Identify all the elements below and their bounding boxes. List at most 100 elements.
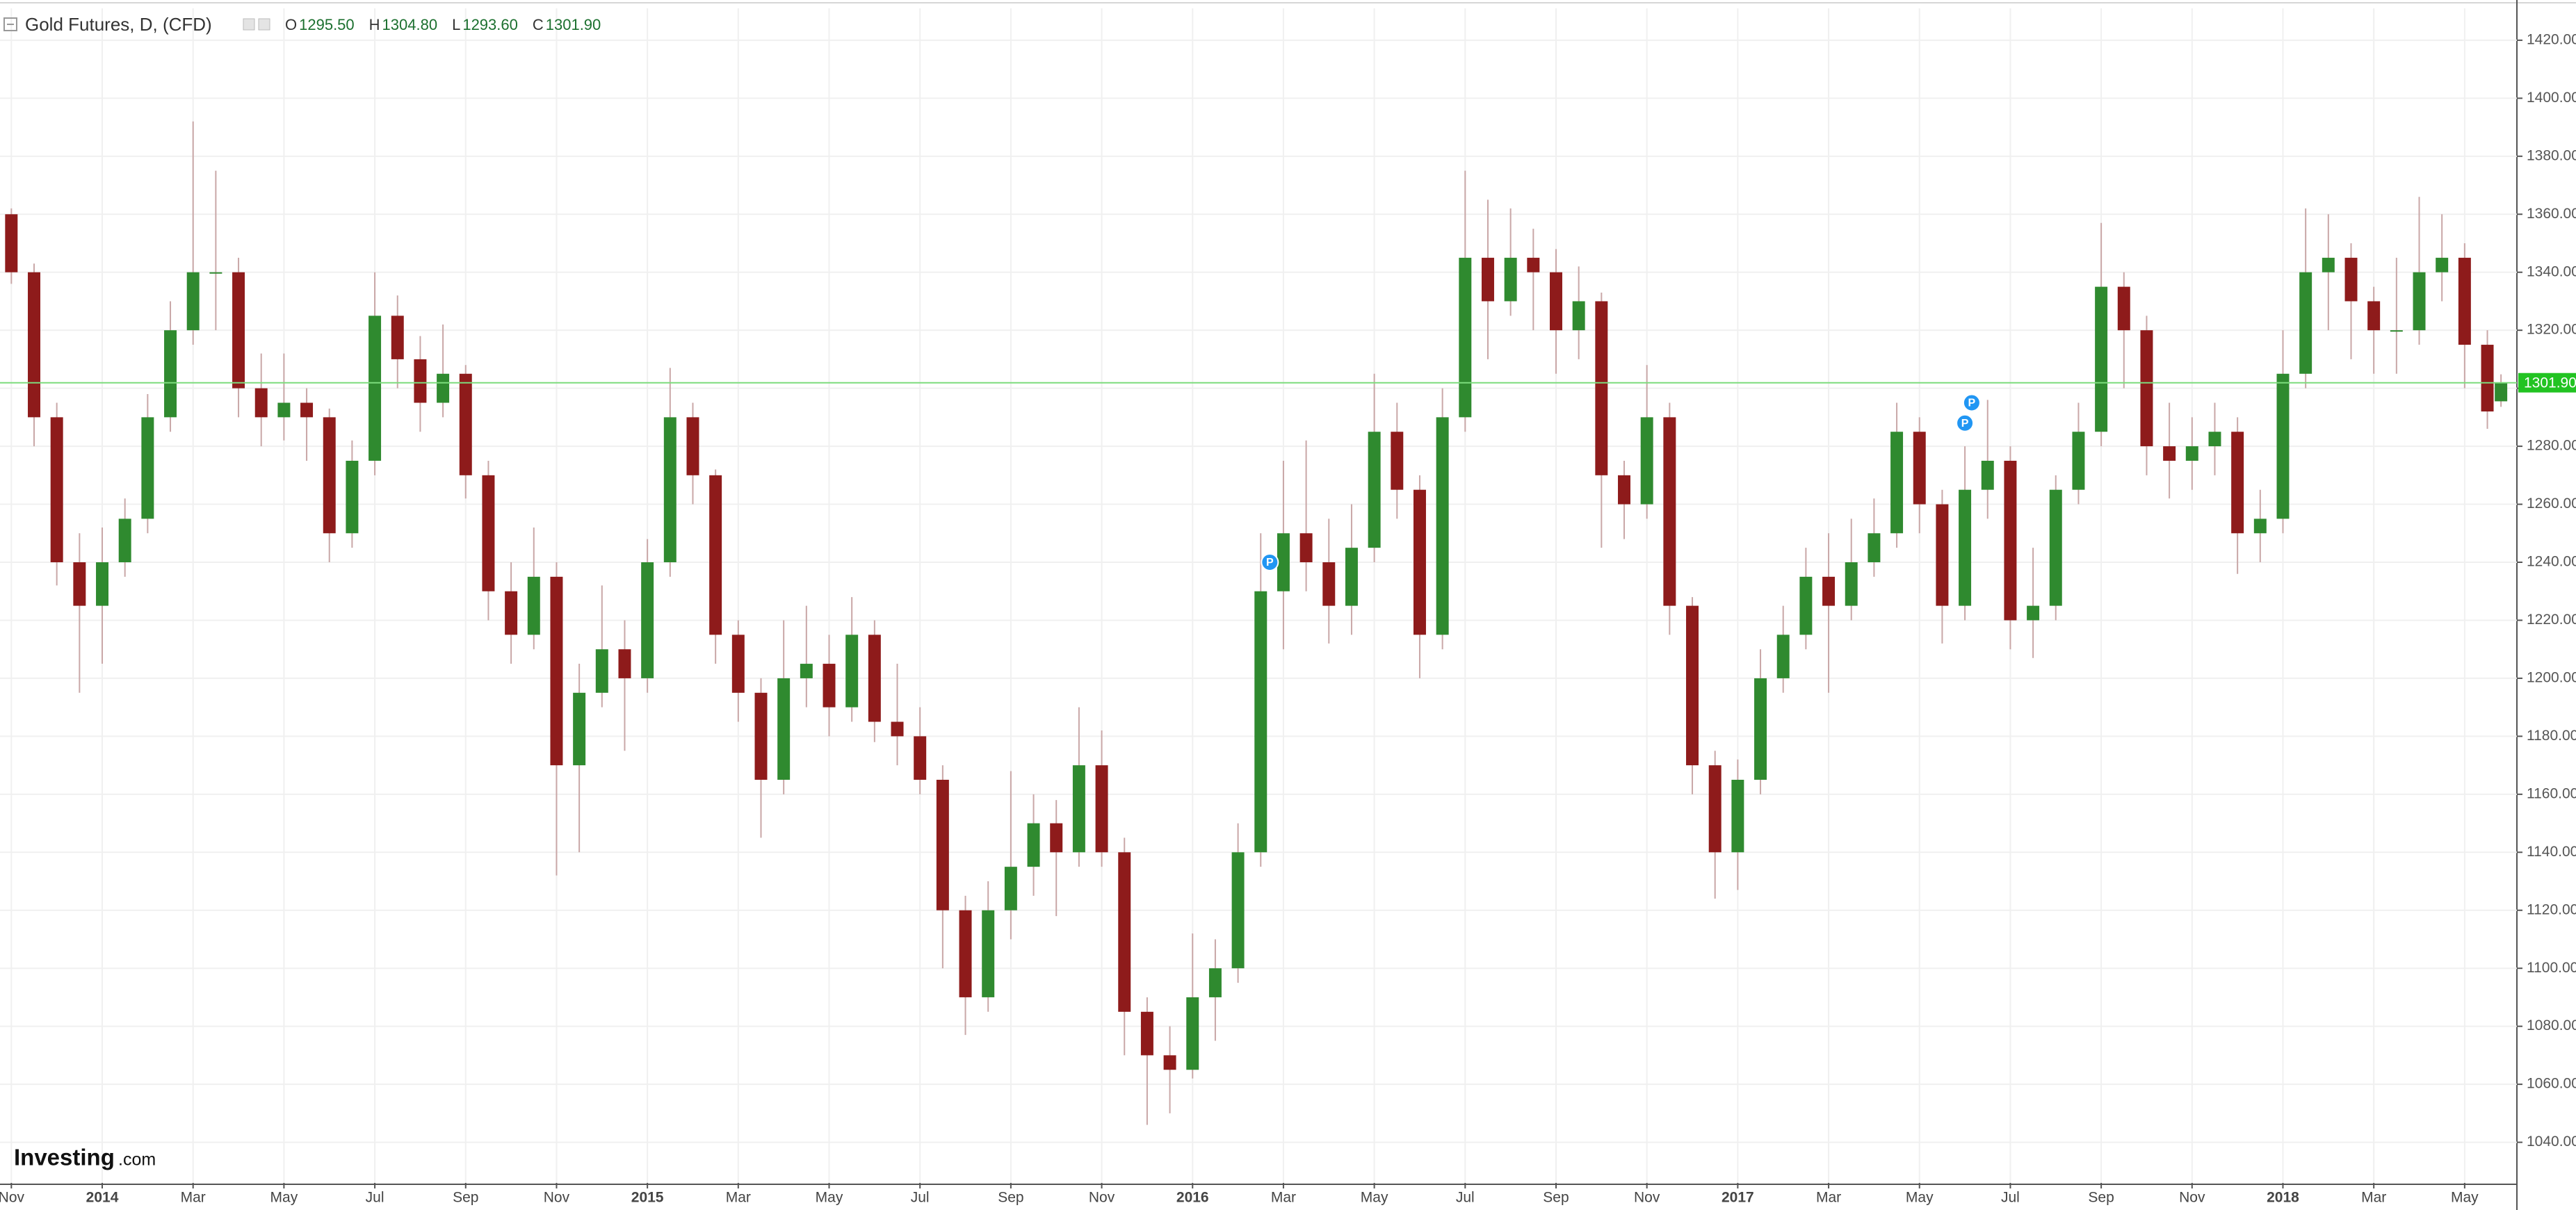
candle-body xyxy=(2276,373,2290,519)
candle-body xyxy=(2049,489,2062,606)
y-tick-label: 1180.00 xyxy=(2527,728,2576,744)
last-price-badge xyxy=(2518,373,2576,393)
candle-body xyxy=(1663,417,1676,606)
candle-body xyxy=(2072,432,2085,490)
candle-body xyxy=(731,635,745,693)
event-marker xyxy=(1956,414,1975,432)
candle-body xyxy=(936,779,949,910)
candle-body xyxy=(2322,257,2335,272)
candle-body xyxy=(1118,852,1131,1012)
candle-body xyxy=(550,576,563,766)
candle-body xyxy=(28,272,40,418)
candle-body xyxy=(1072,765,1085,853)
y-tick-label: 1340.00 xyxy=(2527,263,2576,279)
y-tick-label: 1080.00 xyxy=(2527,1017,2576,1033)
candle-body xyxy=(1731,779,1744,853)
header[interactable]: Gold Futures, D, (CFD) O 1295.50 H 1304.80 L… xyxy=(3,14,601,35)
candle-body xyxy=(1572,301,1585,331)
candle-body xyxy=(1686,605,1699,766)
y-tick-label: 1400.00 xyxy=(2527,90,2576,106)
candle-body xyxy=(1322,562,1336,606)
x-tick-label: Jul xyxy=(911,1190,930,1206)
x-tick-label: 2016 xyxy=(1176,1190,1209,1206)
candle-body xyxy=(1845,562,1858,606)
candle-body xyxy=(1504,257,1517,302)
event-marker-label: P xyxy=(1266,557,1274,569)
candle-body xyxy=(1345,548,1358,606)
y-tick-label: 1120.00 xyxy=(2527,901,2576,917)
candle-body xyxy=(618,649,631,678)
x-tick-label: Nov xyxy=(1634,1190,1660,1206)
y-tick-label: 1320.00 xyxy=(2527,322,2576,338)
candle-body xyxy=(914,736,927,780)
candle-body xyxy=(1163,1055,1176,1070)
candle-body xyxy=(1413,489,1426,635)
candle-body xyxy=(5,214,18,272)
candle-body xyxy=(1868,533,1881,563)
y-tick-label: 1280.00 xyxy=(2527,438,2576,454)
event-marker-label: P xyxy=(1968,398,1976,409)
candle-body xyxy=(459,373,472,475)
candle-body xyxy=(1640,417,1653,505)
candle-body xyxy=(573,692,586,766)
candle-body xyxy=(2495,382,2508,402)
candle-body xyxy=(663,417,677,563)
x-tick-label: Nov xyxy=(544,1190,570,1206)
candle-body xyxy=(2390,330,2403,332)
hide-icon[interactable] xyxy=(258,18,270,31)
candle-body xyxy=(1527,257,1540,272)
x-tick-label: Sep xyxy=(453,1190,478,1206)
y-tick-label: 1260.00 xyxy=(2527,496,2576,512)
y-tick-label: 1100.00 xyxy=(2527,960,2576,976)
ohlc-key: L xyxy=(452,16,460,33)
candle-body xyxy=(141,417,154,519)
collapse-icon[interactable] xyxy=(3,17,17,31)
candle-body xyxy=(868,635,881,722)
y-tick-label: 1360.00 xyxy=(2527,206,2576,222)
settings-icon[interactable] xyxy=(243,18,255,31)
candle-body xyxy=(1890,432,1904,534)
candle-body xyxy=(300,402,314,418)
candle-body xyxy=(2299,272,2312,374)
candle-body xyxy=(437,373,450,403)
candle-body xyxy=(1140,1011,1153,1056)
x-tick-label: Nov xyxy=(1089,1190,1115,1206)
ohlc-value: 1304.80 xyxy=(382,16,438,33)
y-tick-label: 1380.00 xyxy=(2527,147,2576,163)
candle-body xyxy=(1277,533,1290,591)
x-tick-label: Mar xyxy=(1271,1190,1296,1206)
candle-body xyxy=(2095,286,2108,432)
candle-body xyxy=(2140,330,2153,447)
candle-body xyxy=(1708,765,1722,853)
watermark: Investing .com xyxy=(14,1145,156,1170)
ohlc-key: O xyxy=(285,16,297,33)
x-tick-label: May xyxy=(1361,1190,1388,1206)
candle-body xyxy=(1004,867,1017,910)
candle-body xyxy=(1822,576,1836,606)
ohlc-key: C xyxy=(533,16,544,33)
candle-body xyxy=(1186,997,1199,1070)
y-tick-label: 1060.00 xyxy=(2527,1076,2576,1092)
x-tick-label: Jul xyxy=(1456,1190,1475,1206)
candle-body xyxy=(164,330,177,418)
candle-body xyxy=(1959,489,1972,606)
x-tick-label: Sep xyxy=(998,1190,1023,1206)
y-tick-label: 1420.00 xyxy=(2527,31,2576,47)
ohlc-value: 1295.50 xyxy=(299,16,355,33)
candle-body xyxy=(595,649,608,693)
x-tick-label: Jul xyxy=(2001,1190,2020,1206)
x-tick-label: May xyxy=(270,1190,298,1206)
last-price-label: 1301.90 xyxy=(2524,375,2576,391)
candle-body xyxy=(1776,635,1790,678)
candle-body xyxy=(1913,432,1926,505)
candle-body xyxy=(1799,576,1813,635)
candle-body xyxy=(232,272,245,389)
candle-body xyxy=(2185,446,2198,461)
y-tick-label: 1140.00 xyxy=(2527,844,2576,860)
candle-body xyxy=(2231,432,2244,534)
candle-body xyxy=(186,272,200,331)
candle-body xyxy=(1459,257,1472,418)
